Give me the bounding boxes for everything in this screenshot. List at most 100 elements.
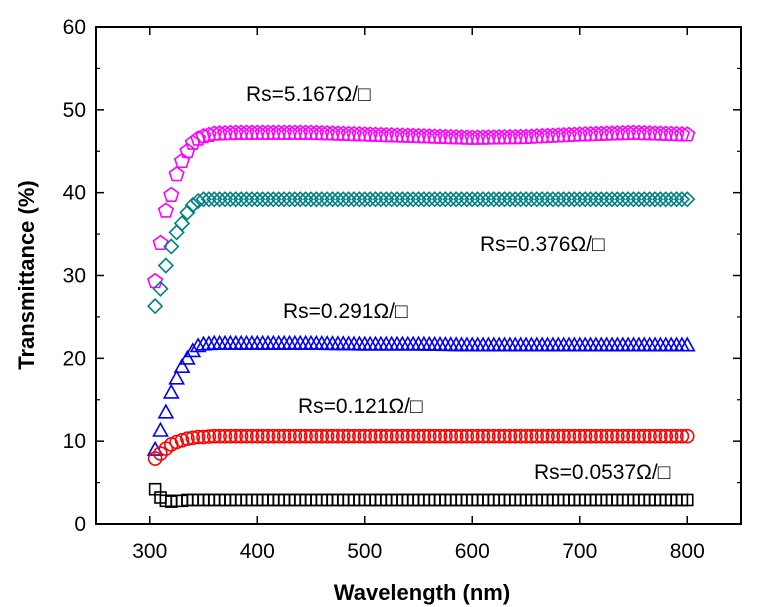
data-point (318, 191, 336, 208)
data-point (168, 165, 185, 182)
data-point (308, 191, 325, 208)
data-point (157, 257, 175, 274)
data-point (501, 191, 519, 208)
data-point (282, 428, 297, 444)
data-point (653, 428, 668, 444)
data-point (517, 191, 535, 208)
data-point (517, 128, 535, 145)
y-axis-title: Transmittance (%) (14, 180, 39, 370)
data-point (152, 234, 169, 251)
data-point (292, 191, 309, 208)
data-point (400, 428, 416, 444)
data-point (227, 191, 244, 208)
data-point (550, 428, 566, 444)
data-point (232, 191, 250, 208)
data-point (610, 428, 625, 444)
data-point (507, 191, 524, 208)
data-point (179, 349, 196, 365)
data-point (513, 428, 528, 444)
data-point (631, 428, 647, 444)
data-point (411, 428, 426, 444)
y-tick-label: 40 (63, 182, 86, 205)
data-point (367, 191, 384, 208)
data-point (673, 126, 690, 142)
data-point (298, 428, 313, 444)
data-point (152, 421, 169, 437)
data-point (266, 428, 281, 444)
data-point (647, 428, 663, 444)
data-point (239, 428, 254, 444)
data-point (206, 191, 223, 208)
data-point (512, 191, 529, 208)
data-point (416, 428, 432, 444)
data-point (329, 191, 347, 208)
data-point (609, 191, 626, 208)
data-point (497, 428, 512, 444)
data-point (217, 428, 233, 444)
data-point (286, 191, 304, 208)
data-point (190, 130, 207, 146)
data-point (524, 428, 539, 444)
data-point (335, 428, 351, 444)
data-point (297, 191, 314, 208)
data-point (615, 428, 631, 444)
data-point (184, 196, 201, 214)
data-point (222, 124, 239, 141)
data-point (523, 191, 540, 208)
data-point (271, 428, 287, 444)
data-point (458, 191, 476, 208)
data-point (292, 428, 308, 444)
annotation-rs-0291: Rs=0.291Ω/□ (283, 300, 408, 323)
data-point (249, 191, 266, 208)
data-point (378, 428, 394, 444)
data-point (275, 191, 293, 208)
data-point (539, 191, 556, 208)
data-point (481, 428, 496, 444)
data-point (583, 428, 598, 444)
data-point (642, 428, 657, 444)
data-point (383, 191, 400, 208)
data-point (603, 125, 621, 141)
data-point (469, 191, 486, 208)
tick-labels: 300 400 500 600 700 800 0 10 20 30 40 50 60 (63, 16, 705, 563)
data-point (572, 428, 588, 444)
data-point (319, 428, 335, 444)
data-point (669, 428, 684, 444)
data-point (652, 191, 669, 208)
axis-ticks (96, 26, 741, 525)
data-point (185, 430, 201, 446)
data-point (153, 446, 168, 461)
data-point (426, 191, 443, 208)
data-point (335, 191, 352, 208)
data-point (180, 431, 195, 446)
data-point (146, 298, 164, 315)
data-point (249, 428, 265, 444)
x-tick-label: 300 (132, 540, 167, 563)
y-tick-label: 10 (63, 430, 86, 453)
data-point (351, 191, 368, 208)
data-point (361, 191, 379, 208)
data-point (550, 191, 567, 208)
series-pentagon (147, 124, 696, 289)
data-point (454, 428, 469, 444)
data-point (281, 191, 298, 208)
data-point (485, 129, 502, 145)
data-point (614, 124, 631, 141)
data-point (464, 191, 481, 208)
data-point (593, 125, 610, 141)
data-point (314, 428, 330, 444)
data-point (309, 428, 324, 444)
data-point (625, 191, 642, 208)
data-point (571, 126, 588, 142)
data-point (325, 428, 340, 444)
data-point (362, 428, 378, 444)
data-point (490, 191, 508, 208)
data-point (523, 128, 540, 144)
data-point (474, 191, 492, 208)
data-point (453, 191, 470, 208)
data-point (630, 191, 648, 208)
data-point (507, 128, 524, 145)
y-tick-label: 60 (63, 16, 86, 39)
data-point (206, 428, 222, 444)
x-tick-label: 600 (455, 540, 490, 563)
